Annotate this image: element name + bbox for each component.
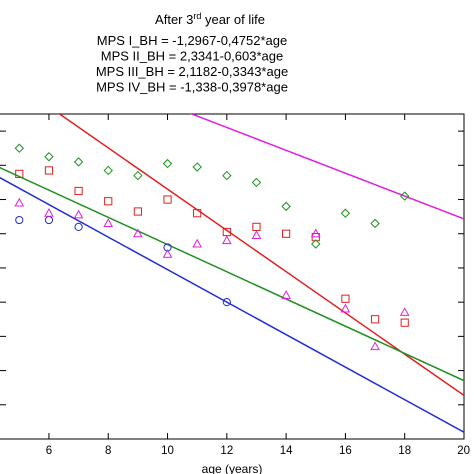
marker-s1-2 <box>44 215 54 225</box>
fit-lines <box>0 114 464 433</box>
title-base: After 3 <box>155 12 193 27</box>
marker-s3-11 <box>310 228 321 238</box>
marker-s3-14 <box>399 307 410 316</box>
marker-s3-6 <box>162 249 173 258</box>
marker-s2-10 <box>282 229 291 238</box>
marker-s2-1 <box>15 169 24 178</box>
marker-s2-6 <box>163 195 172 204</box>
fit-line-2 <box>58 114 464 397</box>
y-axis-ticks <box>0 130 464 406</box>
marker-s2-5 <box>133 207 142 216</box>
marker-s2-7 <box>193 209 202 218</box>
title-rest: year of life <box>201 12 265 27</box>
marker-s3-13 <box>370 341 380 351</box>
marker-s3-2 <box>44 207 54 217</box>
fit-line-4 <box>0 166 464 382</box>
marker-s4-5 <box>133 170 143 181</box>
plot-border <box>0 113 465 440</box>
x-axis-label: age (years) <box>202 462 263 474</box>
marker-s4-10 <box>281 201 291 212</box>
equation-2: MPS II_BH = 2,3341-0,603*age <box>101 49 283 64</box>
marker-s2-13 <box>370 315 380 324</box>
equation-1: MPS I_BH = -1,2967-0,4752*age <box>97 33 287 48</box>
marker-s4-4 <box>103 165 113 176</box>
x-tick-label-10: 10 <box>161 445 174 457</box>
title-superscript: rd <box>193 11 201 21</box>
marker-s4-3 <box>73 157 84 167</box>
marker-s2-9 <box>252 222 261 231</box>
equation-3: MPS III_BH = 2,1182-0,3343*age <box>96 64 288 79</box>
marker-s3-9 <box>251 230 262 239</box>
marker-s4-13 <box>370 218 380 229</box>
marker-s2-2 <box>44 166 54 175</box>
x-tick-label-6: 6 <box>46 445 52 457</box>
marker-s2-4 <box>104 197 113 206</box>
marker-s1-1 <box>15 215 24 225</box>
marker-s2-14 <box>400 318 409 327</box>
marker-s3-1 <box>14 197 25 207</box>
chart-title: After 3rd year of life <box>155 11 265 27</box>
marker-s1-5 <box>222 298 231 307</box>
marker-s4-8 <box>222 170 232 181</box>
marker-s3-8 <box>221 235 232 245</box>
marker-s3-12 <box>340 303 351 313</box>
marker-s4-9 <box>251 177 262 188</box>
marker-s4-1 <box>14 143 25 153</box>
marker-s3-4 <box>103 218 114 227</box>
x-tick-label-20: 20 <box>457 445 470 457</box>
x-tick-label-16: 16 <box>339 445 352 457</box>
data-markers <box>14 143 410 351</box>
x-tick-label-12: 12 <box>220 445 233 457</box>
marker-s4-7 <box>192 162 202 172</box>
plot-area <box>0 113 465 440</box>
marker-s2-12 <box>341 294 350 303</box>
marker-s4-2 <box>44 152 54 162</box>
marker-s3-3 <box>73 209 84 219</box>
marker-s4-12 <box>340 208 351 218</box>
fit-line-1 <box>0 176 464 433</box>
x-tick-label-8: 8 <box>105 445 111 457</box>
x-axis-ticks: 468101214161820 <box>46 114 470 457</box>
marker-s3-5 <box>133 228 143 238</box>
marker-s2-3 <box>74 186 83 196</box>
x-tick-label-14: 14 <box>280 445 293 457</box>
marker-s4-11 <box>311 239 321 249</box>
marker-s4-6 <box>162 158 173 169</box>
equation-4: MPS IV_BH = -1,338-0,3978*age <box>96 80 288 95</box>
fit-line-3 <box>189 114 464 220</box>
marker-s4-14 <box>399 191 410 201</box>
marker-s3-7 <box>192 238 203 248</box>
marker-s1-3 <box>74 222 83 231</box>
marker-s3-10 <box>281 290 291 299</box>
x-tick-label-18: 18 <box>398 445 411 457</box>
